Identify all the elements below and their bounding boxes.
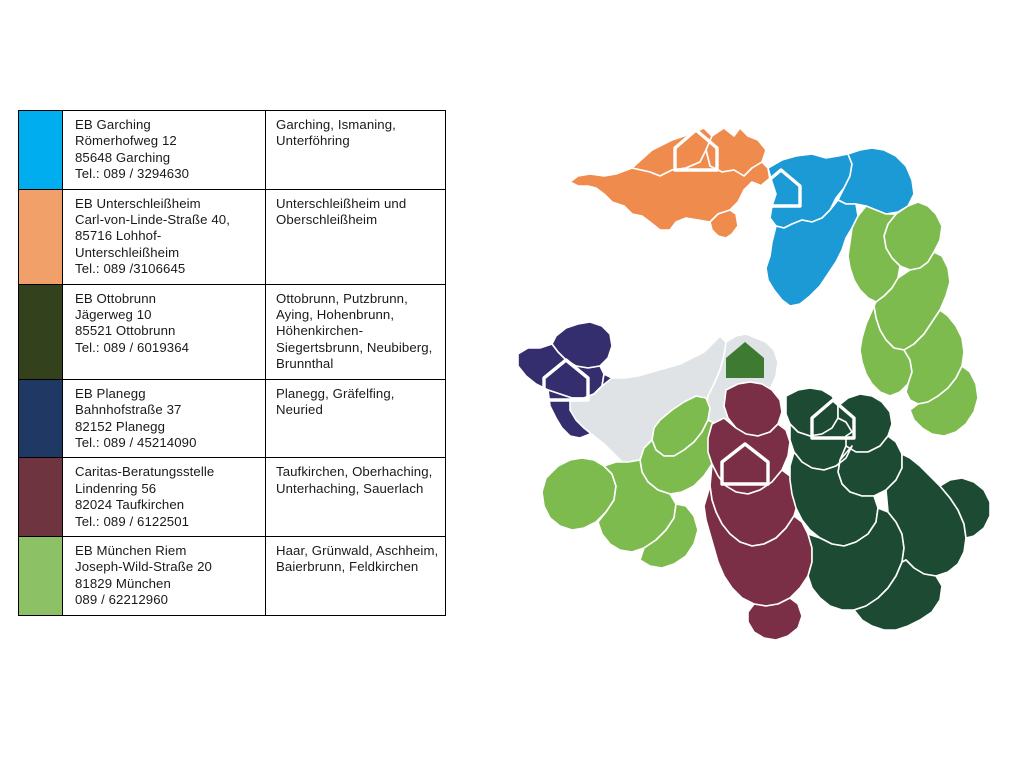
color-swatch-ottobrunn	[19, 284, 63, 379]
office-line: 85521 Ottobrunn	[75, 323, 176, 339]
office-line: 82152 Planegg	[75, 418, 166, 434]
areas-cell: Garching, Ismaning, Unterföhring	[266, 111, 445, 189]
office-line: Joseph-Wild-Straße 20	[75, 559, 212, 575]
office-line: 81829 München	[75, 575, 171, 591]
office-cell: EB Unterschleißheim Carl-von-Linde-Straß…	[63, 189, 266, 284]
table-row: EB Ottobrunn Jägerweg 10 85521 Ottobrunn…	[19, 284, 445, 380]
region-shape-brunnthal-south	[853, 559, 943, 631]
areas-text: Planegg, Gräfelfing, Neuried	[276, 385, 395, 418]
color-swatch-planegg	[19, 379, 63, 458]
areas-cell: Ottobrunn, Putzbrunn, Aying, Hohenbrunn,…	[266, 285, 445, 379]
table-row: EB Unterschleißheim Carl-von-Linde-Straß…	[19, 189, 445, 285]
areas-cell: Planegg, Gräfelfing, Neuried	[266, 380, 445, 458]
house-marker-ottobrunn	[726, 342, 764, 378]
areas-cell: Taufkirchen, Oberhaching, Unterhaching, …	[266, 458, 445, 536]
map-region-riem-south	[541, 395, 721, 569]
map-region-ottobrunn	[785, 387, 991, 631]
house-marker-unterschleissheim	[673, 128, 719, 172]
areas-cell: Haar, Grünwald, Aschheim, Baierbrunn, Fe…	[266, 537, 445, 615]
color-swatch-taufkirchen	[19, 458, 63, 536]
office-line: Tel.: 089 / 6122501	[75, 513, 190, 529]
table-row: EB Garching Römerhofweg 12 85648 Garchin…	[19, 111, 445, 190]
office-line: 85648 Garching	[75, 149, 171, 165]
office-line: Jägerweg 10	[75, 307, 152, 323]
office-legend-table: EB Garching Römerhofweg 12 85648 Garchin…	[18, 110, 446, 616]
office-line: 089 / 62212960	[75, 592, 169, 608]
office-line: Carl-von-Linde-Straße 40,	[75, 212, 230, 228]
house-marker-riem	[810, 398, 856, 440]
office-line: EB Garching	[75, 117, 151, 132]
house-marker-garching	[760, 168, 802, 208]
office-line: Römerhofweg 12	[75, 133, 177, 149]
areas-text: Unterschleißheim und Oberschleißheim	[276, 195, 407, 228]
office-cell: EB Garching Römerhofweg 12 85648 Garchin…	[63, 111, 266, 189]
region-shape-unterschleissheim-tail	[709, 209, 739, 239]
house-marker-planegg	[542, 358, 590, 402]
color-swatch-riem	[19, 536, 63, 615]
office-line: Tel.: 089 / 3294630	[75, 166, 190, 182]
areas-cell: Unterschleißheim und Oberschleißheim	[266, 190, 445, 284]
color-swatch-garching	[19, 111, 63, 189]
office-line: 85716 Lohhof-	[75, 228, 162, 244]
areas-text: Taufkirchen, Oberhaching, Unterhaching, …	[276, 464, 433, 496]
office-line: Bahnhofstraße 37	[75, 402, 182, 418]
office-line: EB Unterschleißheim	[75, 195, 201, 211]
table-row: EB Planegg Bahnhofstraße 37 82152 Planeg…	[19, 379, 445, 459]
region-shape-grunwald-connector	[909, 365, 979, 437]
areas-text: Ottobrunn, Putzbrunn, Aying, Hohenbrunn,…	[276, 290, 433, 372]
region-shape-riem-corridor	[859, 305, 913, 397]
table-row: EB München Riem Joseph-Wild-Straße 20 81…	[19, 536, 445, 615]
map-region-garching	[765, 147, 915, 307]
region-shape-taufkirchen-southtip	[747, 597, 803, 641]
map-region-riem-north	[847, 201, 979, 437]
office-cell: Caritas-Beratungsstelle Lindenring 56 82…	[63, 458, 266, 536]
office-cell: EB Planegg Bahnhofstraße 37 82152 Planeg…	[63, 379, 266, 458]
district-map-panel	[500, 110, 1024, 670]
office-line: Unterschleißheim	[75, 244, 180, 260]
office-cell: EB Ottobrunn Jägerweg 10 85521 Ottobrunn…	[63, 284, 266, 379]
office-line: Tel.: 089 /3106645	[75, 261, 186, 277]
office-line: Lindenring 56	[75, 480, 157, 496]
house-marker-taufkirchen	[720, 442, 770, 486]
region-shape-greenband-tip	[639, 503, 699, 569]
office-line: 82024 Taufkirchen	[75, 497, 185, 513]
office-line: Caritas-Beratungsstelle	[75, 464, 215, 480]
region-shape-unterfoehring	[765, 199, 859, 307]
office-line: Tel.: 089 / 6019364	[75, 339, 190, 355]
region-shape-aying	[885, 453, 967, 577]
areas-text: Garching, Ismaning, Unterföhring	[276, 117, 396, 149]
region-shape-ismaning	[837, 147, 915, 215]
color-swatch-unterschleissheim	[19, 189, 63, 284]
table-row: Caritas-Beratungsstelle Lindenring 56 82…	[19, 458, 445, 537]
region-shape-aying-east	[939, 477, 991, 539]
map-region-unterschleissheim	[569, 127, 771, 239]
office-cell: EB München Riem Joseph-Wild-Straße 20 81…	[63, 536, 266, 615]
office-line: EB München Riem	[75, 542, 187, 558]
areas-text: Haar, Grünwald, Aschheim, Baierbrunn, Fe…	[276, 542, 439, 575]
office-line: Tel.: 089 / 45214090	[75, 434, 197, 450]
office-line: EB Ottobrunn	[75, 290, 157, 306]
office-line: EB Planegg	[75, 385, 146, 401]
district-map-svg	[517, 127, 991, 641]
